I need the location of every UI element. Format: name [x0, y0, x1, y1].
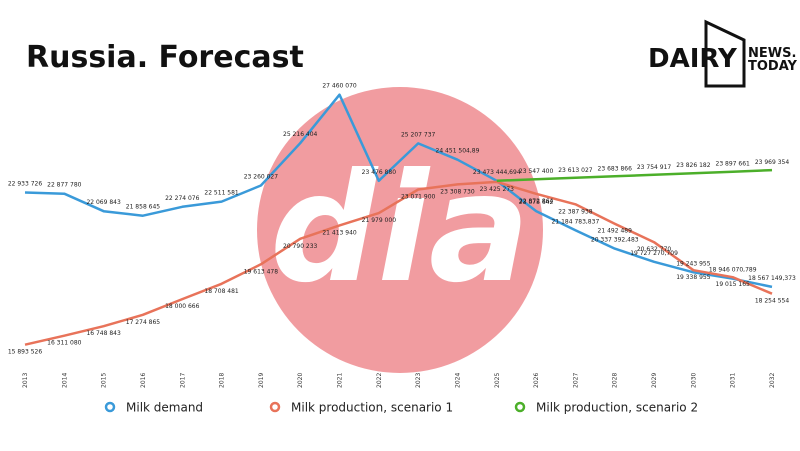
logo-text: TODAY — [748, 59, 798, 74]
x-tick-label: 2021 — [337, 373, 344, 388]
x-tick-label: 2014 — [61, 373, 68, 388]
data-label: 19 015 165 — [716, 281, 751, 288]
data-label: 21 979 000 — [362, 217, 397, 224]
data-label: 17 274 865 — [126, 319, 161, 326]
data-label: 21 858 645 — [126, 204, 161, 211]
data-label: 23 547 400 — [519, 168, 554, 175]
data-label: 23 473 444,694 — [473, 169, 521, 176]
series-line — [24, 180, 773, 346]
data-label: 22 933 726 — [8, 181, 43, 188]
data-label: 23 754 917 — [637, 164, 672, 171]
logo-text: DAIRY — [648, 44, 738, 74]
data-label: 21 413 940 — [322, 229, 357, 236]
x-tick-label: 2017 — [179, 373, 186, 388]
data-label: 16 748 843 — [86, 330, 121, 337]
data-label: 19 243 955 — [676, 260, 711, 267]
data-label: 16 311 080 — [47, 340, 82, 347]
data-label: 23 897 661 — [716, 161, 751, 168]
data-label: 23 425 273 — [480, 186, 515, 193]
data-label: 18 708 481 — [204, 288, 239, 295]
x-tick-label: 2013 — [22, 373, 29, 388]
chart-title: Russia. Forecast — [26, 40, 304, 75]
data-label: 18 567 149,373 — [748, 275, 796, 282]
data-label: 22 387 938 — [558, 208, 593, 215]
data-label: 22 069 843 — [86, 199, 121, 206]
data-label: 18 000 666 — [165, 303, 200, 310]
x-tick-label: 2031 — [730, 373, 737, 388]
legend-label: Milk production, scenario 2 — [536, 401, 698, 415]
data-label: 19 727 270,709 — [630, 250, 678, 257]
data-label: 21 184 783,837 — [552, 218, 600, 225]
x-tick-label: 2022 — [376, 373, 383, 388]
data-label: 23 826 182 — [676, 162, 711, 169]
data-label: 23 071 900 — [401, 194, 436, 201]
series-line — [496, 168, 773, 183]
x-tick-label: 2032 — [769, 373, 776, 388]
data-label: 23 969 354 — [755, 159, 790, 166]
logo-text: NEWS. — [748, 46, 796, 61]
data-label: 27 460 070 — [322, 83, 357, 90]
x-tick-label: 2028 — [612, 373, 619, 388]
data-label: 25 216 404 — [283, 131, 318, 138]
x-tick-label: 2025 — [494, 373, 501, 388]
data-label: 19 338 955 — [676, 274, 711, 281]
data-label: 20 790 233 — [283, 243, 318, 250]
data-label: 21 492 489 — [598, 228, 633, 235]
data-label: 23 075 642 — [519, 199, 554, 206]
x-tick-label: 2026 — [533, 373, 540, 388]
x-tick-label: 2018 — [219, 373, 226, 388]
x-tick-label: 2027 — [572, 373, 579, 388]
data-label: 15 893 526 — [8, 349, 43, 356]
data-label: 23 260 027 — [244, 173, 279, 180]
legend-marker — [269, 401, 281, 413]
data-label: 23 683 866 — [598, 165, 633, 172]
data-label: 22 511 581 — [204, 190, 239, 197]
watermark-circle — [257, 87, 543, 373]
data-label: 20 632 770 — [637, 246, 672, 253]
data-label: 18 254 554 — [755, 298, 790, 305]
data-label: 24 451 504,89 — [436, 148, 480, 155]
x-tick-label: 2030 — [690, 373, 697, 388]
legend-label: Milk production, scenario 1 — [291, 401, 453, 415]
data-label: 22 877 780 — [47, 182, 82, 189]
x-tick-label: 2019 — [258, 373, 265, 388]
data-label: 22 274 076 — [165, 195, 200, 202]
legend-marker — [514, 401, 526, 413]
x-tick-label: 2023 — [415, 373, 422, 388]
x-tick-label: 2024 — [454, 373, 461, 388]
data-label: 19 613 478 — [244, 268, 279, 275]
data-label: 25 207 737 — [401, 131, 436, 138]
data-label: 23 476 880 — [362, 169, 397, 176]
data-label: 18 946 070,789 — [709, 267, 757, 274]
x-tick-label: 2016 — [140, 373, 147, 388]
x-tick-label: 2015 — [101, 373, 108, 388]
legend-label: Milk demand — [126, 401, 203, 415]
data-label: 23 308 730 — [440, 188, 475, 195]
watermark-logo: dia — [270, 142, 530, 316]
x-tick-label: 2029 — [651, 373, 658, 388]
logo-frame — [704, 19, 746, 88]
x-tick-label: 2020 — [297, 373, 304, 388]
series-line — [24, 93, 773, 289]
legend-marker — [104, 401, 116, 413]
data-label: 23 613 027 — [558, 167, 593, 174]
data-label: 20 337 392,483 — [591, 237, 639, 244]
data-label: 22 872 864 — [519, 198, 554, 205]
